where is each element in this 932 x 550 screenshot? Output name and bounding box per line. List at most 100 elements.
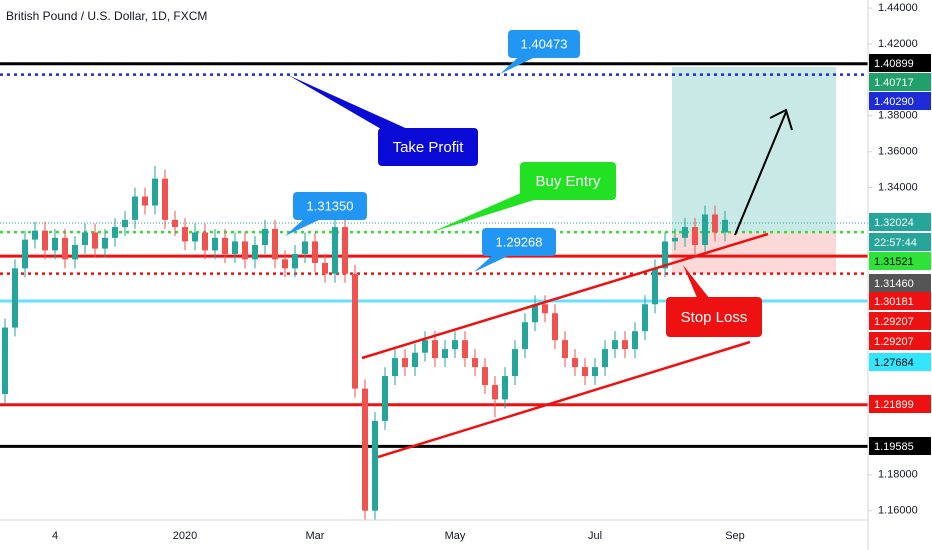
candle-body (472, 358, 478, 368)
candle-body (322, 262, 328, 274)
arrow-shaft (734, 111, 787, 236)
candle-body (292, 253, 298, 269)
candle-body (512, 349, 518, 377)
price-tag-label: 1.29207 (874, 336, 914, 348)
chart-title: British Pound / U.S. Dollar, 1D, FXCM (6, 9, 207, 23)
x-tick-label: May (445, 530, 466, 542)
target-zone (672, 67, 836, 233)
candle-body (12, 268, 18, 328)
price-tag (869, 252, 931, 270)
y-tick-label: 1.18000 (878, 469, 918, 481)
candle-body (652, 268, 658, 305)
plot-area: 1.40473 Take Profit Buy Entry 1.31350 1.2926… (0, 30, 868, 520)
candle-body (622, 340, 628, 350)
candle-body (432, 340, 438, 359)
candle-body (692, 227, 698, 246)
x-tick-label: 4 (52, 530, 58, 542)
candle-body (412, 352, 418, 368)
candle-body (202, 232, 208, 251)
price-tag (869, 73, 931, 91)
x-tick-label: 2020 (173, 530, 197, 542)
candle-body (32, 230, 38, 240)
price-tag (869, 213, 931, 231)
candle-body (142, 196, 148, 206)
price-tag (869, 274, 931, 292)
candle-body (542, 304, 548, 314)
candle-body (162, 178, 168, 220)
candle-body (342, 227, 348, 274)
callout-box (520, 162, 616, 200)
candle-body (712, 214, 718, 233)
callout-box (482, 228, 556, 256)
candle-body (492, 385, 498, 400)
price-tag (869, 395, 931, 413)
candle-body (52, 237, 58, 251)
candle-body (232, 241, 238, 254)
candle-body (392, 358, 398, 377)
price-tag-label: 22:57:44 (874, 237, 917, 249)
candle-body (252, 245, 258, 260)
candle-body (672, 237, 678, 242)
price-tag-label: 1.40290 (874, 96, 914, 108)
candle-body (352, 273, 358, 389)
candle-body (382, 376, 388, 421)
y-tick-label: 1.38000 (878, 110, 918, 122)
candle-body (532, 304, 538, 323)
callout-label: Take Profit (393, 139, 465, 156)
price-tag-label: 1.27684 (874, 357, 914, 369)
candle-body (82, 232, 88, 246)
candle-body (482, 367, 488, 386)
candle-body (702, 214, 708, 246)
candle-body (522, 322, 528, 350)
candle-body (102, 237, 108, 249)
candle-body (212, 237, 218, 251)
candle-body (132, 196, 138, 220)
candle-body (122, 219, 128, 228)
price-tag-label: 1.31460 (874, 278, 914, 290)
y-tick-label: 1.44000 (878, 2, 918, 14)
candle-body (662, 241, 668, 269)
candle-body (192, 232, 198, 242)
trend-line (377, 340, 751, 459)
price-tag (869, 54, 931, 72)
candle-body (602, 349, 608, 368)
candle-body (282, 259, 288, 269)
candle-body (152, 178, 158, 206)
candle-body (562, 340, 568, 359)
candle-body (642, 304, 648, 332)
callout-label: 1.31350 (307, 198, 354, 213)
price-tag (869, 92, 931, 110)
candle-body (302, 241, 308, 254)
candle-body (552, 313, 558, 341)
candle-body (272, 228, 278, 260)
candle-body (402, 358, 408, 368)
candle-body (612, 340, 618, 350)
x-tick-label: Jul (588, 530, 602, 542)
arrow-head (769, 108, 793, 131)
price-tag (869, 233, 931, 251)
price-tag-label: 1.29207 (874, 316, 914, 328)
trend-line (361, 232, 769, 360)
callout-label: 1.29268 (496, 234, 543, 249)
price-tag (869, 332, 931, 350)
candle-body (682, 227, 688, 238)
candle-body (722, 219, 728, 233)
price-tag-label: 1.32024 (874, 217, 914, 229)
candle-body (2, 327, 8, 394)
price-tag (869, 437, 931, 455)
candle-body (452, 340, 458, 350)
candle-body (42, 230, 48, 251)
candle-body (442, 349, 448, 359)
y-tick-label: 1.16000 (878, 505, 918, 517)
price-tag-label: 1.19585 (874, 441, 914, 453)
candle-body (582, 367, 588, 377)
candle-body (92, 232, 98, 249)
y-tick-label: 1.34000 (878, 181, 918, 193)
candle-body (182, 227, 188, 242)
candle-body (62, 237, 68, 260)
callout-box (666, 297, 762, 337)
y-tick-label: 1.36000 (878, 146, 918, 158)
callout-box (378, 128, 478, 166)
candle-body (332, 227, 338, 274)
